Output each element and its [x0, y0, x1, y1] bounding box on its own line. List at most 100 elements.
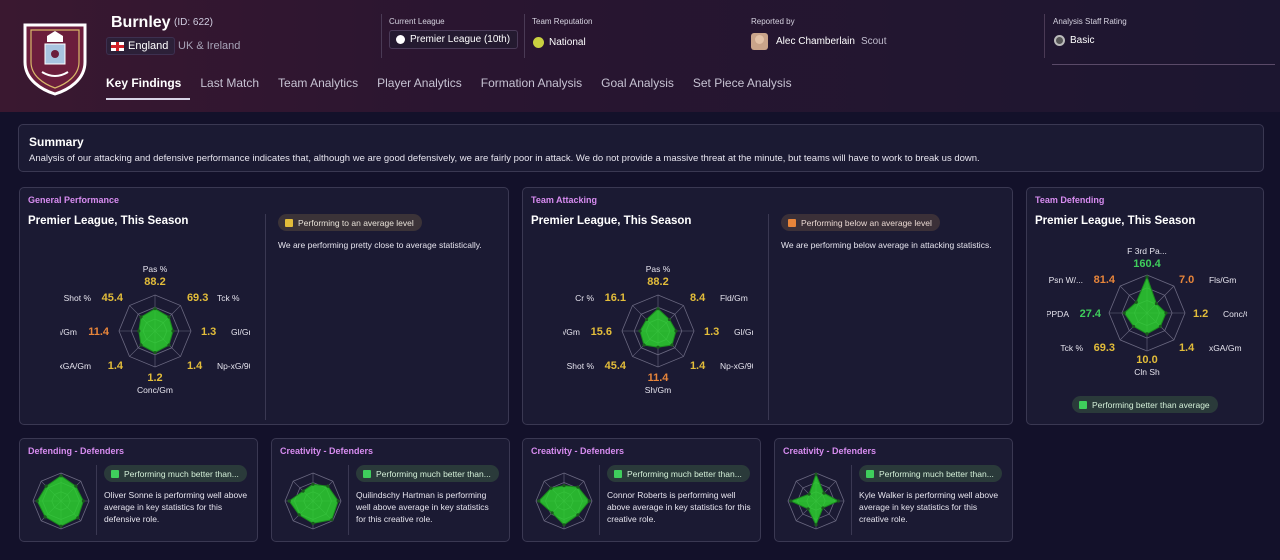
- team-attacking-panel[interactable]: Team Attacking Premier League, This Seas…: [522, 187, 1013, 425]
- tab-formation-analysis[interactable]: Formation Analysis: [480, 76, 583, 90]
- panel-subtitle: Premier League, This Season: [531, 215, 692, 227]
- header-divider: [1044, 14, 1045, 58]
- league-button[interactable]: Premier League (10th): [389, 30, 519, 49]
- panel-title: Team Defending: [1035, 195, 1105, 205]
- radar-stat-name: Gl/Gm: [231, 327, 250, 337]
- radar-stat-name: Conc/Gm: [1223, 309, 1247, 319]
- panel-description: We are performing below average in attac…: [781, 240, 992, 250]
- radar-axis-label: Shot % 45.4: [567, 360, 627, 372]
- radar-stat-value: 10.0: [1136, 354, 1157, 366]
- radar-data-point: [76, 516, 80, 520]
- tab-team-analytics[interactable]: Team Analytics: [278, 76, 359, 90]
- radar-stat-name: Np-xG/90: [217, 361, 250, 371]
- staff-rating-value: Basic: [1054, 35, 1094, 46]
- radar-data-point: [562, 484, 566, 488]
- radar-data-point: [814, 523, 818, 527]
- radar-stat-name: Fld/Gm: [720, 293, 748, 303]
- player-card[interactable]: Creativity - Defenders Performing much b…: [774, 438, 1013, 542]
- radar-stat-name: Tck %: [217, 293, 240, 303]
- player-card[interactable]: Creativity - Defenders Performing much b…: [522, 438, 761, 542]
- radar-stat-name: Sh/Gm: [60, 327, 77, 337]
- radar-data-point: [576, 513, 580, 517]
- reputation-text: National: [549, 37, 586, 48]
- radar-axis-label: Fls/Gm 7.0: [1179, 274, 1236, 286]
- radar-data-point: [789, 499, 793, 503]
- card-description: Connor Roberts is performing well above a…: [607, 490, 751, 524]
- radar-axis-label: Cr % 16.1: [575, 292, 626, 304]
- radar-axis-label: Conc/Gm1.2: [137, 372, 173, 395]
- scout-name: Alec Chamberlain: [776, 36, 855, 47]
- radar-data-point: [562, 523, 566, 527]
- status-text: Performing below an average level: [801, 217, 932, 228]
- radar-axis-label: xGA/Gm 1.4: [1179, 342, 1242, 354]
- tab-last-match[interactable]: Last Match: [200, 76, 260, 90]
- radar-data-point: [287, 499, 291, 503]
- status-text: Performing to an average level: [298, 217, 414, 228]
- tab-set-piece-analysis[interactable]: Set Piece Analysis: [692, 76, 792, 90]
- general-performance-panel[interactable]: General Performance Premier League, This…: [19, 187, 509, 425]
- radar-data-point: [576, 485, 580, 489]
- radar-stat-name: Shot %: [567, 361, 595, 371]
- nation-name: England: [128, 40, 169, 52]
- club-crest-icon: [23, 23, 87, 96]
- tab-key-findings[interactable]: Key Findings: [106, 76, 191, 100]
- panel-divider: [768, 214, 769, 420]
- radar-stat-value: 88.2: [647, 276, 668, 288]
- club-id: (ID: 622): [174, 17, 213, 28]
- radar-axis-label: Np-xG/90 1.4: [187, 360, 250, 372]
- tab-goal-analysis[interactable]: Goal Analysis: [601, 76, 674, 90]
- radar-data-point: [1122, 311, 1126, 315]
- radar-data-point: [674, 329, 678, 333]
- thumbs-down-icon: [788, 218, 796, 227]
- radar-data-area: [789, 473, 840, 527]
- radar-axis-label: Pas % 88.2: [143, 264, 168, 288]
- reputation-label: Team Reputation: [532, 17, 593, 26]
- thumbs-up-icon: [363, 469, 371, 478]
- radar-data-point: [642, 343, 646, 347]
- radar-axis-label: Shot % 45.4: [64, 292, 124, 304]
- radar-data-point: [153, 307, 157, 311]
- card-title: Creativity - Defenders: [531, 446, 625, 456]
- radar-data-area: [639, 308, 677, 348]
- thumbs-up-icon: [111, 469, 119, 478]
- radar-stat-value: 15.6: [591, 326, 612, 338]
- club-name: Burnley: [111, 14, 171, 31]
- status-badge: Performing much better than...: [356, 465, 499, 482]
- radar-data-point: [35, 499, 39, 503]
- radar-data-point: [1154, 301, 1159, 306]
- status-badge: Performing much better than...: [607, 465, 750, 482]
- radar-stat-value: 1.2: [1193, 308, 1208, 320]
- radar-data-point: [656, 345, 660, 349]
- status-badge: Performing better than average: [1072, 396, 1218, 413]
- radar-stat-name: Fls/Gm: [1209, 275, 1236, 285]
- radar-stat-name: Sh/Gm: [645, 385, 671, 395]
- player-card[interactable]: Defending - Defenders Performing much be…: [19, 438, 258, 542]
- radar-stat-value: 45.4: [605, 360, 627, 372]
- radar-data-point: [656, 307, 660, 311]
- status-text: Performing much better than...: [627, 468, 742, 479]
- reputation-value: National: [533, 37, 586, 48]
- radar-stat-value: 1.4: [187, 360, 203, 372]
- player-card[interactable]: Creativity - Defenders Performing much b…: [271, 438, 510, 542]
- card-description: Kyle Walker is performing well above aver…: [859, 490, 999, 524]
- radar-stat-name: OpPPDA: [1047, 309, 1069, 319]
- nation-badge[interactable]: England: [106, 37, 176, 55]
- radar-data-point: [167, 343, 171, 347]
- league-logo-icon: [396, 35, 405, 44]
- radar-axis-label: F 3rd Pa... 160.4: [1127, 246, 1167, 270]
- radar-stat-name: Conc/Gm: [137, 385, 173, 395]
- radar-data-point: [59, 524, 63, 528]
- radar-data-point: [74, 484, 78, 488]
- status-badge: Performing below an average level: [781, 214, 940, 231]
- radar-data-point: [821, 506, 825, 510]
- radar-stat-name: F 3rd Pa...: [1127, 246, 1167, 256]
- panel-title: General Performance: [28, 195, 120, 205]
- radar-data-point: [822, 491, 826, 495]
- scout-info[interactable]: Alec Chamberlain Scout: [751, 33, 887, 50]
- radar-stat-value: 1.4: [690, 360, 706, 372]
- tab-player-analytics[interactable]: Player Analytics: [377, 76, 462, 90]
- radar-stat-value: 45.4: [102, 292, 124, 304]
- radar-axis-label: Pas % 88.2: [646, 264, 671, 288]
- team-defending-panel[interactable]: Team Defending Premier League, This Seas…: [1026, 187, 1264, 425]
- radar-data-point: [1131, 324, 1136, 329]
